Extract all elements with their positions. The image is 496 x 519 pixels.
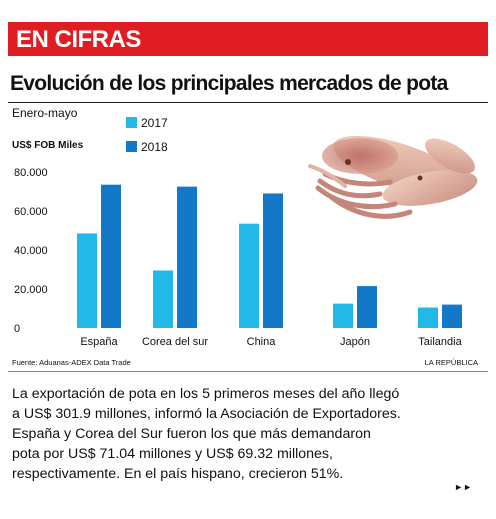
bar-2017-3 [333,303,353,328]
category-label: China [247,336,277,348]
bar-2018-2 [263,193,283,328]
legend-item-2017: 2017 [126,116,168,130]
banner-label: EN CIFRAS [16,26,141,53]
unit-label: US$ FOB Miles [12,140,84,151]
bar-2017-1 [153,270,173,328]
y-tick-label: 20.000 [14,284,48,296]
category-label: Corea del sur [142,336,208,348]
article-text: La exportación de pota en los 5 primeros… [12,384,484,484]
y-tick-label: 80.000 [14,167,48,179]
y-tick-label: 60.000 [14,206,48,218]
section-banner: EN CIFRAS [8,22,488,56]
category-label: Tailandia [418,336,462,348]
article-line: España y Corea del Sur fueron los que má… [12,426,371,442]
end-mark-icon: ►► [454,482,472,492]
y-tick-label: 40.000 [14,245,48,257]
article-line: a US$ 301.9 millones, informó la Asociac… [12,406,401,422]
bar-2018-3 [357,286,377,328]
bar-2017-4 [418,307,438,328]
article-line: respectivamente. En el país hispano, cre… [12,466,344,482]
category-label: Japón [340,336,370,348]
legend-label-2017: 2017 [141,116,168,130]
bar-2018-4 [442,304,462,328]
legend-item-2018: 2018 [126,140,168,154]
publisher-brand: LA REPÚBLICA [424,358,478,367]
bar-2017-0 [77,233,97,328]
bar-2017-2 [239,223,259,328]
chart-subtitle: Enero-mayo [12,106,78,120]
legend-swatch-2018 [126,141,137,152]
legend-label-2018: 2018 [141,140,168,154]
title-divider [8,102,488,103]
bar-2018-1 [177,186,197,328]
article-line: pota por US$ 71.04 millones y US$ 69.32 … [12,446,333,462]
squid-photo [308,135,478,219]
footer-divider [8,371,488,372]
category-label: España [80,336,118,348]
legend-swatch-2017 [126,117,137,128]
y-tick-label: 0 [14,323,20,335]
source-note: Fuente: Aduanas-ADEX Data Trade [12,358,131,367]
bar-2018-0 [101,184,121,328]
article-line: La exportación de pota en los 5 primeros… [12,386,400,402]
chart-title: Evolución de los principales mercados de… [10,72,448,95]
